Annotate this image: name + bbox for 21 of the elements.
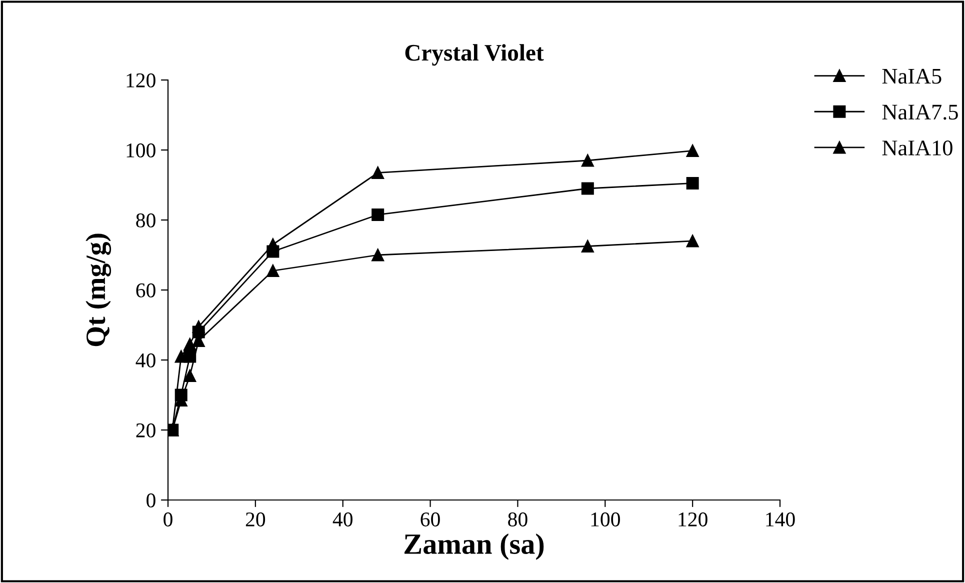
y-tick-label: 20 bbox=[136, 423, 156, 438]
x-axis-title: Zaman (sa) bbox=[404, 533, 544, 560]
x-tick-label: 20 bbox=[246, 512, 266, 526]
y-axis-title: Qt (mg/g) bbox=[86, 234, 112, 346]
y-tick-label: 0 bbox=[146, 493, 156, 508]
x-tick-label: 80 bbox=[508, 512, 528, 526]
x-tick-label: 40 bbox=[332, 512, 352, 526]
y-tick-label: 80 bbox=[136, 213, 156, 228]
legend-label: NaIA7.5 bbox=[882, 104, 958, 120]
y-tick-label: 120 bbox=[126, 73, 156, 88]
x-tick-label: 120 bbox=[678, 512, 708, 526]
legend-label: NaIA5 bbox=[882, 68, 942, 84]
y-tick-label: 60 bbox=[136, 283, 156, 298]
x-tick-label: 100 bbox=[591, 512, 620, 526]
x-tick-label: 140 bbox=[766, 512, 795, 526]
y-tick-label: 100 bbox=[126, 143, 156, 158]
x-tick-label: 60 bbox=[420, 512, 440, 526]
y-tick-label: 40 bbox=[136, 353, 156, 368]
chart-title: Crystal Violet bbox=[405, 44, 544, 66]
x-tick-label: 0 bbox=[164, 512, 172, 526]
legend-label: NaIA10 bbox=[882, 140, 952, 156]
